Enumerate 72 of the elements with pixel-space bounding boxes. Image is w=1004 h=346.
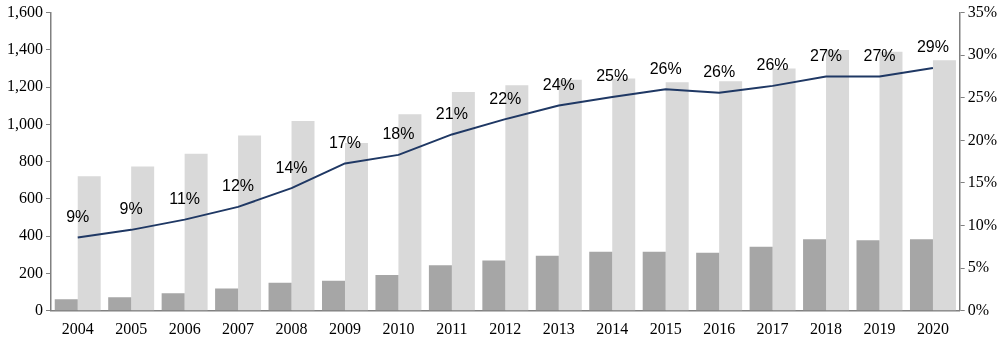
bar [909, 239, 933, 311]
bar [719, 81, 743, 311]
bar [535, 255, 559, 311]
y2-tick-label: 25% [967, 88, 997, 105]
bar [215, 288, 239, 311]
x-tick-label: 2016 [703, 319, 736, 337]
data-label: 9% [66, 207, 90, 225]
y2-tick-label: 0% [967, 301, 989, 318]
y-tick-label: 1,000 [7, 114, 43, 132]
bar [856, 240, 880, 311]
data-label: 26% [756, 56, 789, 74]
y-tick-label: 600 [19, 189, 43, 207]
y2-tick-label: 35% [967, 2, 997, 20]
bar [772, 68, 796, 311]
data-label: 21% [435, 104, 468, 122]
data-label: 26% [649, 59, 682, 77]
bar [482, 260, 506, 311]
x-tick-label: 2018 [810, 319, 843, 337]
data-label: 11% [169, 190, 201, 208]
y-tick-label: 800 [19, 151, 43, 169]
x-tick-label: 2006 [168, 319, 201, 337]
y-tick-label: 400 [19, 226, 43, 244]
bar [803, 239, 827, 311]
data-label: 29% [916, 38, 949, 56]
x-tick-label: 2013 [542, 319, 575, 337]
y-tick-label: 1,200 [7, 77, 43, 95]
data-label: 24% [542, 75, 575, 93]
x-tick-label: 2014 [596, 319, 629, 337]
bar [696, 252, 720, 311]
bar [375, 275, 399, 311]
data-label: 18% [382, 125, 415, 143]
bar [932, 60, 956, 311]
y2-tick-label: 15% [967, 173, 997, 191]
y2-tick-label: 10% [967, 215, 997, 233]
x-tick-label: 2010 [382, 319, 415, 337]
y2-tick-label: 20% [967, 130, 997, 148]
y-tick-label: 200 [19, 263, 43, 281]
bar [161, 293, 185, 311]
data-label: 22% [489, 89, 522, 107]
bar [268, 282, 292, 311]
x-tick-label: 2007 [222, 319, 255, 337]
bar [428, 265, 452, 311]
bar [642, 251, 666, 311]
y-tick-label: 1,600 [7, 2, 43, 20]
x-tick-label: 2020 [916, 319, 949, 337]
x-tick-label: 2005 [115, 319, 148, 337]
x-tick-label: 2009 [328, 319, 361, 337]
bar [589, 251, 613, 311]
data-label: 27% [863, 46, 896, 64]
bar [322, 280, 345, 311]
bar [665, 82, 689, 311]
data-label: 25% [596, 67, 629, 85]
y2-tick-label: 30% [967, 45, 997, 63]
data-label: 17% [328, 133, 361, 151]
y2-tick-label: 5% [967, 258, 989, 276]
bar [54, 299, 78, 311]
y-tick-label: 0 [35, 301, 43, 318]
x-tick-label: 2004 [61, 319, 94, 337]
x-tick-label: 2012 [489, 319, 522, 337]
data-label: 26% [703, 63, 736, 81]
bar [749, 246, 773, 311]
data-label: 27% [810, 46, 843, 64]
data-label: 12% [222, 177, 255, 195]
x-tick-label: 2011 [436, 319, 468, 337]
x-tick-label: 2017 [756, 319, 789, 337]
bar [108, 297, 132, 311]
data-label: 9% [119, 200, 143, 218]
x-tick-label: 2019 [863, 319, 896, 337]
x-tick-label: 2008 [275, 319, 308, 337]
data-label: 14% [275, 158, 308, 176]
x-tick-label: 2015 [649, 319, 682, 337]
y-tick-label: 1,400 [7, 40, 43, 58]
